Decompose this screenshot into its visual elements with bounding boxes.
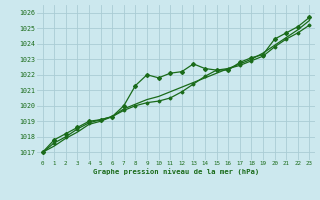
X-axis label: Graphe pression niveau de la mer (hPa): Graphe pression niveau de la mer (hPa)	[93, 168, 259, 175]
